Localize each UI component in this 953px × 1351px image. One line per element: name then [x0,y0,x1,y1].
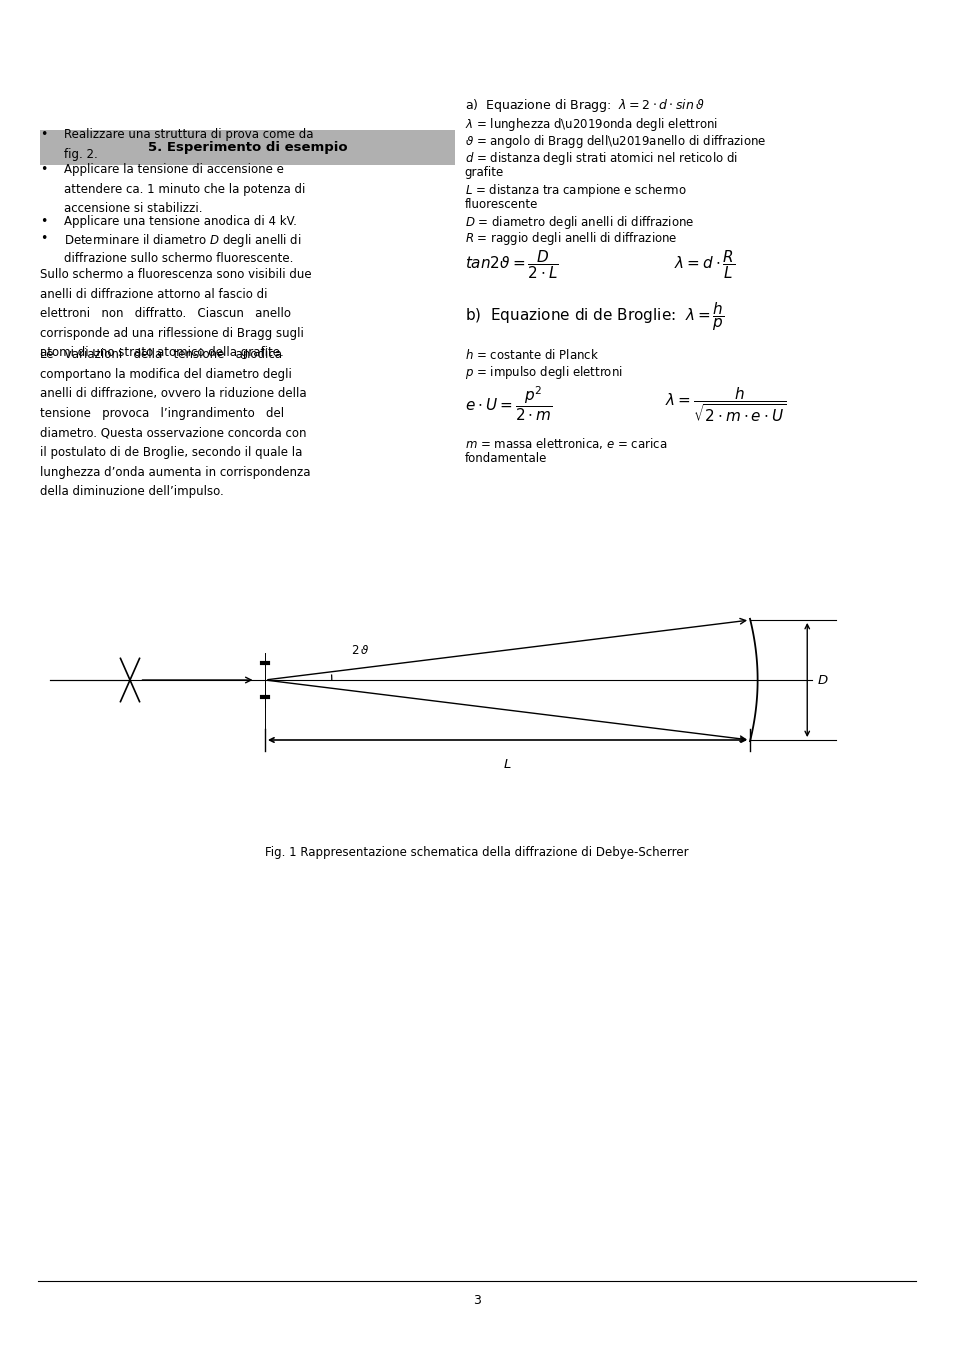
Text: •: • [40,128,48,141]
Text: Applicare una tensione anodica di 4 kV.: Applicare una tensione anodica di 4 kV. [64,215,296,228]
Text: $L$ = distanza tra campione e schermo: $L$ = distanza tra campione e schermo [464,182,686,199]
Text: comportano la modifica del diametro degli: comportano la modifica del diametro degl… [40,367,292,381]
Text: diametro. Questa osservazione concorda con: diametro. Questa osservazione concorda c… [40,427,306,439]
FancyBboxPatch shape [40,130,455,165]
Text: Sullo schermo a fluorescenza sono visibili due: Sullo schermo a fluorescenza sono visibi… [40,267,312,281]
Text: fondamentale: fondamentale [464,453,546,465]
Text: corrisponde ad una riflessione di Bragg sugli: corrisponde ad una riflessione di Bragg … [40,327,304,339]
Text: Applicare la tensione di accensione e: Applicare la tensione di accensione e [64,163,283,176]
Text: anelli di diffrazione, ovvero la riduzione della: anelli di diffrazione, ovvero la riduzio… [40,388,306,400]
Text: attendere ca. 1 minuto che la potenza di: attendere ca. 1 minuto che la potenza di [64,182,305,196]
Text: b)  Equazione di de Broglie:  $\lambda = \dfrac{h}{p}$: b) Equazione di de Broglie: $\lambda = \… [464,300,723,332]
Text: il postulato di de Broglie, secondo il quale la: il postulato di de Broglie, secondo il q… [40,446,302,459]
Text: diffrazione sullo schermo fluorescente.: diffrazione sullo schermo fluorescente. [64,251,293,265]
Text: •: • [40,163,48,176]
Text: accensione si stabilizzi.: accensione si stabilizzi. [64,203,202,215]
Text: anelli di diffrazione attorno al fascio di: anelli di diffrazione attorno al fascio … [40,288,267,300]
Text: •: • [40,215,48,228]
Text: $D$: $D$ [816,674,827,686]
Text: $D$ = diametro degli anelli di diffrazione: $D$ = diametro degli anelli di diffrazio… [464,213,693,231]
Text: •: • [40,232,48,245]
Text: Determinare il diametro $D$ degli anelli di: Determinare il diametro $D$ degli anelli… [64,232,301,249]
Text: fig. 2.: fig. 2. [64,147,97,161]
Text: elettroni   non   diffratto.   Ciascun   anello: elettroni non diffratto. Ciascun anello [40,307,291,320]
Text: Fig. 1 Rappresentazione schematica della diffrazione di Debye-Scherrer: Fig. 1 Rappresentazione schematica della… [265,846,688,859]
Text: $2\,\vartheta$: $2\,\vartheta$ [351,644,369,657]
Text: a)  Equazione di Bragg:  $\lambda = 2 \cdot d \cdot sin\,\vartheta$: a) Equazione di Bragg: $\lambda = 2 \cdo… [464,97,703,113]
Text: $\lambda$ = lunghezza d\u2019onda degli elettroni: $\lambda$ = lunghezza d\u2019onda degli … [464,116,717,132]
Text: lunghezza d’onda aumenta in corrispondenza: lunghezza d’onda aumenta in corrisponden… [40,466,311,478]
Text: Realizzare una struttura di prova come da: Realizzare una struttura di prova come d… [64,128,314,141]
Text: $\lambda = \dfrac{h}{\sqrt{2 \cdot m \cdot e \cdot U}}$: $\lambda = \dfrac{h}{\sqrt{2 \cdot m \cd… [664,385,785,424]
Text: $R$ = raggio degli anelli di diffrazione: $R$ = raggio degli anelli di diffrazione [464,230,677,247]
Text: $tan2\vartheta = \dfrac{D}{2 \cdot L}$: $tan2\vartheta = \dfrac{D}{2 \cdot L}$ [464,249,558,281]
Text: $m$ = massa elettronica, $e$ = carica: $m$ = massa elettronica, $e$ = carica [464,436,666,451]
Text: grafite: grafite [464,166,503,178]
Text: Le   variazioni   della   tensione   anodica: Le variazioni della tensione anodica [40,349,282,361]
Text: $p$ = impulso degli elettroni: $p$ = impulso degli elettroni [464,363,621,381]
Text: $\lambda = d \cdot \dfrac{R}{L}$: $\lambda = d \cdot \dfrac{R}{L}$ [674,249,735,281]
Text: $d$ = distanza degli strati atomici nel reticolo di: $d$ = distanza degli strati atomici nel … [464,150,737,168]
Text: atomi di uno strato atomico della grafite.: atomi di uno strato atomico della grafit… [40,346,284,359]
Text: tensione   provoca   l’ingrandimento   del: tensione provoca l’ingrandimento del [40,407,284,420]
Text: $h$ = costante di Planck: $h$ = costante di Planck [464,349,598,362]
Text: 5. Esperimento di esempio: 5. Esperimento di esempio [148,141,347,154]
Text: $e \cdot U = \dfrac{p^{2}}{2 \cdot m}$: $e \cdot U = \dfrac{p^{2}}{2 \cdot m}$ [464,385,552,423]
Text: 3: 3 [473,1294,480,1308]
Text: fluorescente: fluorescente [464,199,537,211]
Text: $L$: $L$ [502,758,511,770]
Text: della diminuzione dell’impulso.: della diminuzione dell’impulso. [40,485,224,499]
Text: $\vartheta$ = angolo di Bragg dell\u2019anello di diffrazione: $\vartheta$ = angolo di Bragg dell\u2019… [464,132,765,150]
